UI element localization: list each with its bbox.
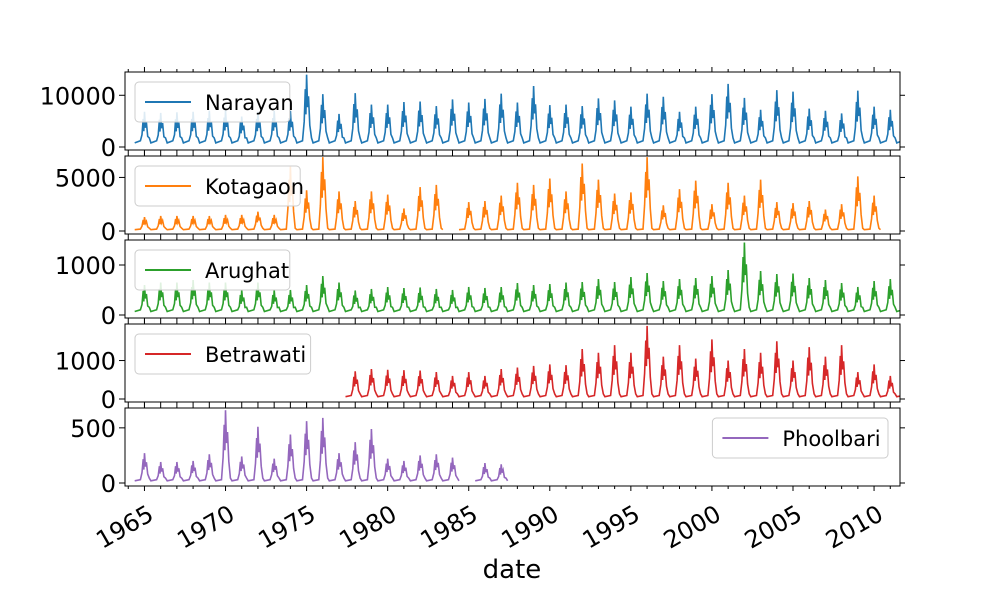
legend-label: Narayan bbox=[205, 91, 294, 115]
legend-box bbox=[711, 417, 889, 459]
y-tick-label: 5000 bbox=[55, 164, 116, 192]
series-line-phoolbari-1 bbox=[475, 463, 509, 482]
x-tick-label: 1975 bbox=[253, 500, 320, 555]
legend-phoolbari: Phoolbari bbox=[711, 417, 889, 459]
legend-kotagaon: Kotagaon bbox=[134, 165, 304, 207]
panel-betrawati: 0 1000 Betrawati bbox=[55, 319, 905, 414]
x-tick-label: 1965 bbox=[91, 500, 158, 555]
y-tick-label: 10000 bbox=[40, 82, 116, 110]
legend-betrawati: Betrawati bbox=[134, 333, 312, 375]
legend-box bbox=[134, 165, 301, 207]
legend-narayan: Narayan bbox=[134, 81, 294, 123]
axes-frame-betrawati bbox=[124, 323, 901, 403]
y-tick-label: 0 bbox=[101, 386, 116, 414]
legend-arughat: Arughat bbox=[134, 249, 291, 291]
legend-label: Arughat bbox=[205, 259, 289, 283]
y-tick-label: 1000 bbox=[55, 252, 116, 280]
x-tick-label: 1995 bbox=[578, 500, 645, 555]
axes-frame-kotagaon bbox=[124, 155, 901, 235]
y-tick-label: 0 bbox=[101, 134, 116, 162]
legend-box bbox=[134, 81, 291, 123]
y-tick-label: 0 bbox=[101, 470, 116, 498]
y-tick-label: 0 bbox=[101, 302, 116, 330]
legend-label: Kotagaon bbox=[205, 175, 304, 199]
x-axis-label: date bbox=[483, 555, 542, 585]
x-tick-label: 1985 bbox=[416, 500, 483, 555]
series-line-phoolbari-0 bbox=[134, 410, 460, 482]
panel-arughat: 0 1000 Arughat bbox=[55, 235, 905, 330]
legend-box bbox=[134, 249, 291, 291]
x-tick-label: 1990 bbox=[497, 500, 564, 555]
x-tick-label: 2000 bbox=[659, 500, 726, 555]
x-tick-label: 1970 bbox=[172, 500, 239, 555]
y-tick-label: 1000 bbox=[55, 348, 116, 376]
legend-box bbox=[134, 333, 312, 375]
series-line-kotagaon-1 bbox=[458, 157, 882, 231]
panel-kotagaon: 0 5000 Kotagaon bbox=[55, 151, 905, 246]
series-line-arughat-0 bbox=[134, 242, 900, 313]
panel-phoolbari: 0 500 Phoolbari bbox=[70, 403, 905, 498]
x-tick-label: 1980 bbox=[335, 500, 402, 555]
legend-label: Betrawati bbox=[205, 343, 306, 367]
series-line-betrawati-0 bbox=[345, 325, 900, 398]
x-tick-label: 2005 bbox=[740, 500, 807, 555]
axes-frame-arughat bbox=[124, 239, 901, 319]
axes-frame-narayan bbox=[124, 71, 901, 151]
panel-narayan: 0 10000 Narayan bbox=[40, 67, 905, 162]
x-tick-label: 2010 bbox=[821, 500, 888, 555]
y-tick-label: 500 bbox=[70, 415, 116, 443]
axes-frame-phoolbari bbox=[124, 407, 901, 487]
legend-label: Phoolbari bbox=[782, 427, 880, 451]
series-line-narayan-0 bbox=[134, 74, 900, 144]
y-tick-label: 0 bbox=[101, 218, 116, 246]
